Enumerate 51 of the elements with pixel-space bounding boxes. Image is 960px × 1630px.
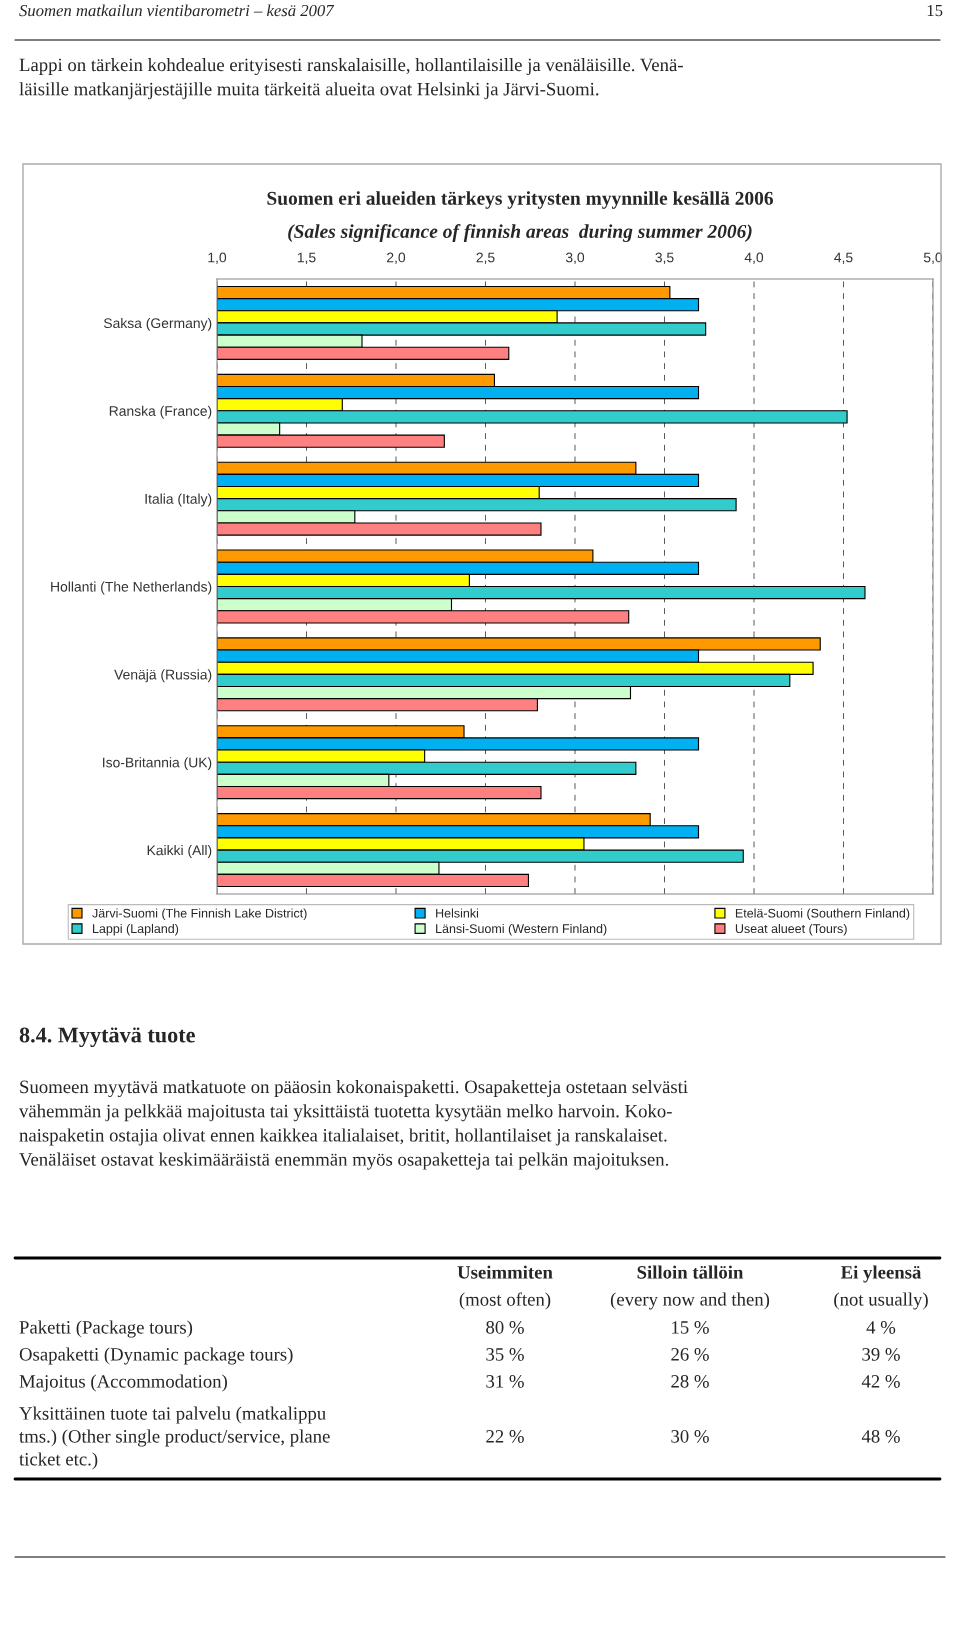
text: Majoitus (Accommodation) <box>19 1374 227 1392</box>
x-tick-label: 4,5 <box>834 252 853 265</box>
text: 80 % <box>486 1321 524 1334</box>
y-tick-label: Iso-Britannia (UK) <box>103 757 212 771</box>
chart-subtitle: (Sales significance of finnish areas during summer 2006) <box>288 224 752 242</box>
text: (not usually) <box>834 1292 928 1310</box>
x-tick-label: 4,0 <box>744 252 764 265</box>
text: 39 % <box>862 1348 900 1361</box>
y-tick-label: Italia (Italy) <box>145 493 212 507</box>
x-tick-label: 3,0 <box>565 252 585 265</box>
chart-title: Suomen eri alueiden tärkeys yritysten myynnille kesällä 2006 <box>267 191 774 209</box>
legend-label: Helsinki <box>436 908 479 918</box>
legend-label: Lappi (Lapland) <box>93 923 179 936</box>
y-tick-label: Kaikki (All) <box>147 845 212 858</box>
text: Useimmiten <box>457 1265 553 1279</box>
text: 22 % <box>486 1430 524 1443</box>
text: (every now and then) <box>610 1292 770 1310</box>
x-tick-label: 3,5 <box>655 252 674 265</box>
text: Silloin tällöin <box>637 1265 744 1279</box>
text: 15 % <box>672 1321 709 1334</box>
text: 8.4. Myytävä tuote <box>19 1027 195 1048</box>
legend-label: Etelä-Suomi (Southern Finland) <box>735 908 910 921</box>
legend-label: Järvi-Suomi (The Finnish Lake District) <box>92 908 307 921</box>
y-tick-label: Venäjä (Russia) <box>114 669 212 683</box>
text: Osapaketti (Dynamic package tours) <box>19 1347 293 1365</box>
x-tick-label: 2,0 <box>387 252 406 265</box>
text: 4 % <box>866 1321 896 1334</box>
x-tick-label: 5,0 <box>923 252 943 265</box>
text: 42 % <box>861 1375 900 1388</box>
x-tick-label: 2,5 <box>476 252 495 265</box>
y-tick-label: Ranska (France) <box>109 405 212 419</box>
text: 15 <box>927 5 943 17</box>
text: Lappi on tärkein kohdealue erityisesti ranskalaisille, hollantilaisille ja venäläisille. Venä- läisille matkanjärjestäjille muita tärkeitä alueita ovat Helsinki ja Järvi-Suomi. <box>19 58 683 100</box>
text: Paketti (Package tours) <box>19 1320 193 1338</box>
legend-label: Useat alueet (Tours) <box>735 923 847 936</box>
y-tick-label: Saksa (Germany) <box>103 317 212 331</box>
text: 30 % <box>671 1430 709 1443</box>
x-tick-label: 1,5 <box>297 252 316 265</box>
text: Yksittäinen tuote tai palvelu (matkalippu tms.) (Other single product/service, plane ticket etc.) <box>19 1406 330 1470</box>
text: (most often) <box>459 1292 551 1310</box>
text: 48 % <box>861 1430 900 1443</box>
x-tick-label: 1,0 <box>208 252 227 265</box>
text: 28 % <box>671 1375 709 1388</box>
text: 31 % <box>486 1375 524 1388</box>
text: Suomen matkailun vientibarometri – kesä 2007 <box>19 4 335 17</box>
y-tick-label: Hollanti (The Netherlands) <box>51 581 212 595</box>
legend-label: Länsi-Suomi (Western Finland) <box>436 923 607 936</box>
text: 26 % <box>671 1348 709 1361</box>
text: 35 % <box>486 1348 524 1361</box>
text: Ei yleensä <box>840 1265 922 1283</box>
text: Suomeen myytävä matkatuote on pääosin kokonaispaketti. Osapaketteja ostetaan selvästi vähemmän ja pelkkää majoitusta tai yksittäistä tuotetta kysytään melko harvoin. Koko- naispaketin ostajia olivat ennen kaikkea italialaiset, britit, hollantilaiset ja ranskalaiset. Venäläiset ostavat keskimääräistä enemmän myös osapaketteja tai pelkän majoituksen. <box>19 1080 688 1170</box>
